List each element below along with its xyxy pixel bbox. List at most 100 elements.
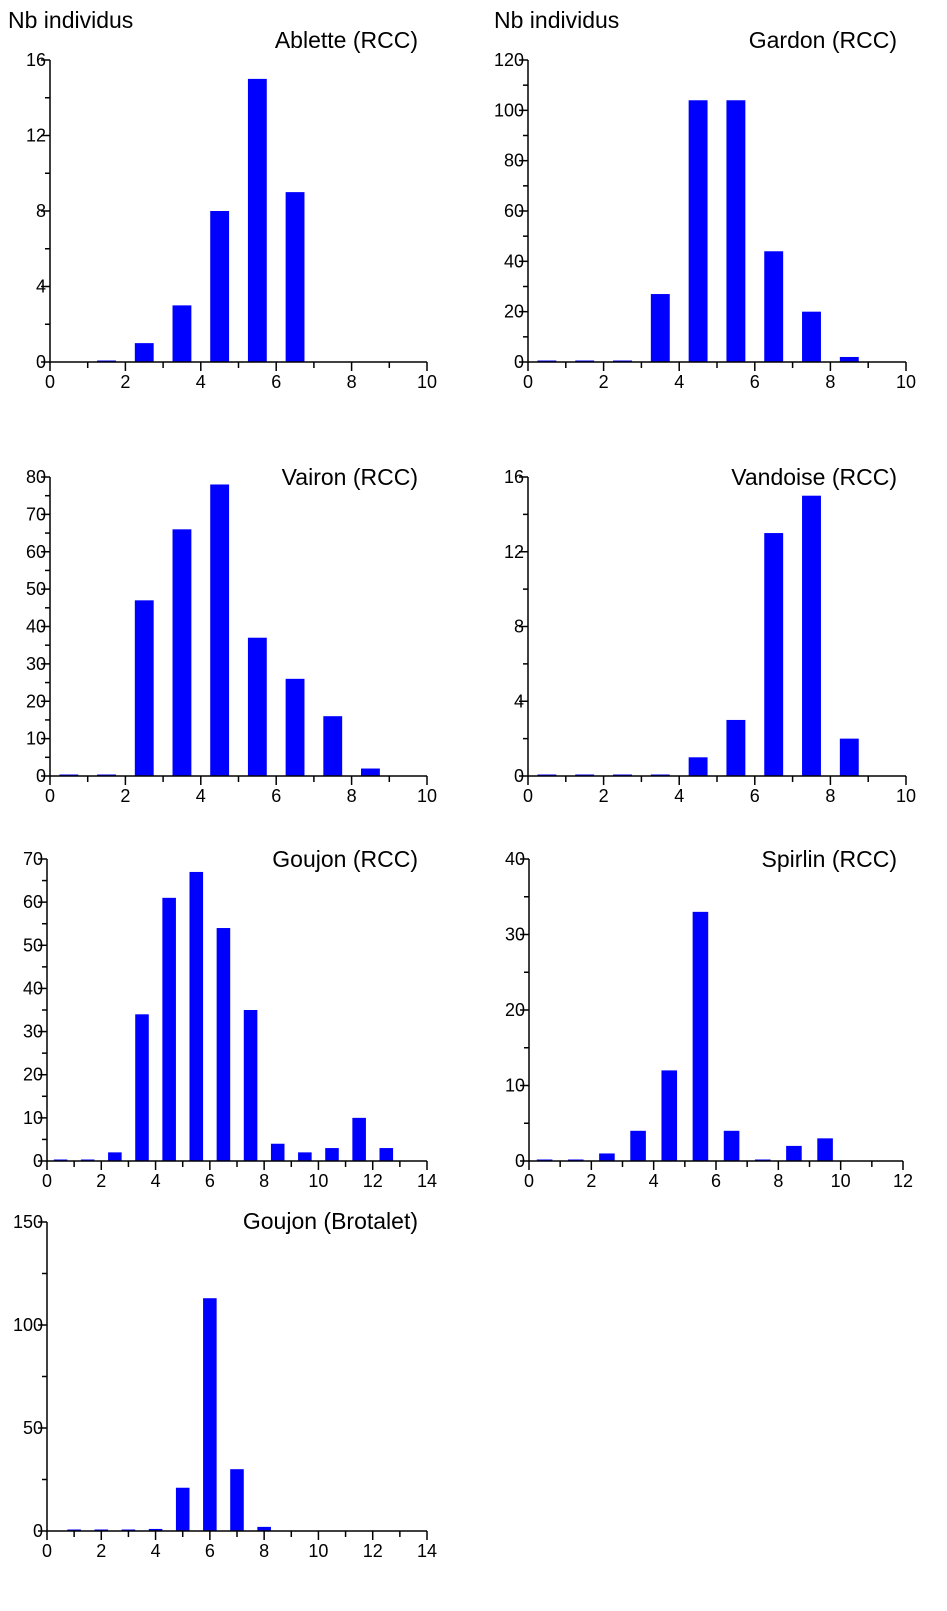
panel-gardon-rcc-x-tick-label: 0 [523, 372, 533, 392]
panel-spirlin-rcc-title: Spirlin (RCC) [762, 846, 897, 872]
panel-vandoise-rcc: 0 2 4 6 8 10 0 4 8 12 16 Vandoise (RCC) [504, 464, 916, 806]
panel-goujon-rcc-bar [243, 1010, 258, 1161]
panel-gardon-rcc-y-tick-label: 0 [514, 352, 524, 372]
panel-goujon-rcc-y-tick-label: 10 [23, 1108, 43, 1128]
panel-goujon-rcc-bar [189, 871, 204, 1161]
panel-vandoise-rcc-bar [802, 495, 821, 776]
panel-gardon-rcc-y-tick-label: 60 [504, 201, 524, 221]
panel-ablette-rcc-x-tick-label: 2 [120, 372, 130, 392]
panel-spirlin-rcc-y-tick-label: 0 [515, 1151, 525, 1171]
panel-vandoise-rcc-x-tick-label: 4 [674, 786, 684, 806]
panel-gardon-rcc-x-tick-label: 10 [896, 372, 916, 392]
panel-goujon-rcc-title: Goujon (RCC) [272, 846, 418, 872]
panel-spirlin-rcc-bar [692, 911, 709, 1161]
panel-goujon-brotalet-x-tick-label: 14 [417, 1541, 437, 1561]
panel-ablette-rcc-x-tick-label: 8 [347, 372, 357, 392]
panel-gardon-rcc-x-tick-label: 6 [750, 372, 760, 392]
panel-vairon-rcc-y-tick-label: 0 [36, 766, 46, 786]
panel-spirlin-rcc-bar [786, 1145, 802, 1161]
panel-goujon-rcc-x-tick-label: 0 [42, 1171, 52, 1191]
panel-spirlin-rcc-bar [661, 1070, 678, 1161]
panel-goujon-brotalet-bar [148, 1528, 163, 1531]
panel-goujon-brotalet-x-tick-label: 12 [363, 1541, 383, 1561]
panel-gardon-rcc-y-tick-label: 100 [494, 100, 524, 120]
panel-gardon-rcc-bar [688, 100, 708, 363]
panel-spirlin-rcc-y-tick-label: 10 [505, 1076, 525, 1096]
panel-vandoise-rcc-bar [764, 533, 784, 776]
panel-goujon-rcc-bar [216, 928, 231, 1161]
panel-vairon-rcc-bar [134, 600, 154, 776]
panel-gardon-rcc-bar [839, 356, 859, 362]
panel-spirlin-rcc-y-tick-label: 30 [505, 925, 525, 945]
panel-ablette-rcc-title: Ablette (RCC) [275, 27, 418, 53]
panel-goujon-brotalet: 0 2 4 6 8 10 12 14 0 50 100 150 Goujon (Brotalet) [13, 1208, 437, 1561]
panel-vairon-rcc-x-tick-label: 4 [196, 786, 206, 806]
panel-gardon-rcc-bar [764, 251, 784, 362]
panel-ablette-rcc-x-tick-label: 4 [196, 372, 206, 392]
panel-vandoise-rcc-bar [688, 757, 708, 776]
panel-vairon-rcc-y-tick-label: 30 [26, 654, 46, 674]
panel-goujon-brotalet-bar [230, 1469, 244, 1531]
panel-spirlin-rcc-y-tick-label: 20 [505, 1000, 525, 1020]
panel-ablette-rcc-bar [285, 192, 305, 363]
panel-spirlin-rcc-x-tick-label: 2 [586, 1171, 596, 1191]
panel-vairon-rcc-x-tick-label: 10 [417, 786, 437, 806]
panel-ablette-rcc-y-axis-label: Nb individus [8, 7, 133, 33]
panel-gardon-rcc-bar [726, 100, 746, 363]
panel-gardon-rcc-x-tick-label: 4 [674, 372, 684, 392]
panel-vandoise-rcc-title: Vandoise (RCC) [731, 464, 897, 490]
panel-vairon-rcc-bar [323, 716, 343, 776]
panel-vandoise-rcc-bar [839, 738, 859, 777]
panel-vandoise-rcc-x-tick-label: 2 [599, 786, 609, 806]
panel-gardon-rcc-x-tick-label: 2 [599, 372, 609, 392]
panel-ablette-rcc-y-tick-label: 4 [36, 277, 46, 297]
panel-goujon-brotalet-x-tick-label: 8 [259, 1541, 269, 1561]
panel-goujon-rcc-x-tick-label: 6 [205, 1171, 215, 1191]
panel-spirlin-rcc-x-tick-label: 12 [893, 1171, 913, 1191]
panel-goujon-rcc-y-tick-label: 60 [23, 892, 43, 912]
panel-goujon-brotalet-x-tick-label: 2 [96, 1541, 106, 1561]
panel-vairon-rcc-y-tick-label: 20 [26, 691, 46, 711]
panel-vairon-rcc-bar [285, 678, 305, 776]
panel-goujon-rcc-bar [270, 1143, 285, 1161]
panel-ablette-rcc-y-tick-label: 0 [36, 352, 46, 372]
panel-ablette-rcc-bar [247, 78, 267, 363]
panel-vandoise-rcc-bar [726, 719, 746, 776]
panel-gardon-rcc-bar [650, 294, 670, 362]
panel-goujon-brotalet-title: Goujon (Brotalet) [243, 1208, 418, 1234]
panel-goujon-brotalet-bar [257, 1526, 271, 1531]
panel-ablette-rcc-x-tick-label: 0 [45, 372, 55, 392]
panel-vairon-rcc-bar [361, 768, 380, 776]
panel-goujon-brotalet-bar [203, 1298, 217, 1531]
panel-ablette-rcc-bar [172, 305, 192, 363]
panel-spirlin-rcc-x-tick-label: 8 [773, 1171, 783, 1191]
panel-vandoise-rcc-y-tick-label: 12 [504, 542, 524, 562]
panel-ablette-rcc-x-tick-label: 6 [271, 372, 281, 392]
panel-goujon-rcc-bar [298, 1152, 312, 1161]
panel-goujon-rcc-x-tick-label: 8 [259, 1171, 269, 1191]
panel-vairon-rcc-y-tick-label: 70 [26, 504, 46, 524]
panel-spirlin-rcc-x-tick-label: 4 [649, 1171, 659, 1191]
panel-spirlin-rcc-x-tick-label: 6 [711, 1171, 721, 1191]
panel-spirlin-rcc-x-tick-label: 0 [524, 1171, 534, 1191]
panel-ablette-rcc-y-tick-label: 16 [26, 50, 46, 70]
panel-goujon-brotalet-x-tick-label: 6 [205, 1541, 215, 1561]
panel-vairon-rcc-bar [247, 637, 267, 776]
panel-ablette-rcc-bar [210, 211, 230, 362]
panel-gardon-rcc-y-tick-label: 80 [504, 151, 524, 171]
panel-ablette-rcc-y-tick-label: 8 [36, 201, 46, 221]
panel-goujon-rcc-x-tick-label: 10 [308, 1171, 328, 1191]
panel-ablette-rcc-x-tick-label: 10 [417, 372, 437, 392]
panel-goujon-rcc-bar [352, 1117, 366, 1161]
panel-vandoise-rcc-x-tick-label: 6 [750, 786, 760, 806]
panel-goujon-rcc-y-tick-label: 50 [23, 935, 43, 955]
panel-vairon-rcc-y-tick-label: 60 [26, 542, 46, 562]
panel-ablette-rcc-bar [134, 343, 154, 363]
panel-goujon-rcc: 0 2 4 6 8 10 12 14 0 10 20 30 40 50 60 70 Goujon (RCC) [23, 846, 437, 1191]
panel-vandoise-rcc-y-tick-label: 16 [504, 467, 524, 487]
panel-gardon-rcc-y-tick-label: 20 [504, 302, 524, 322]
panel-spirlin-rcc-bar [630, 1130, 646, 1161]
panel-goujon-brotalet-y-tick-label: 100 [13, 1315, 43, 1335]
panel-gardon-rcc-y-axis-label: Nb individus [494, 7, 619, 33]
